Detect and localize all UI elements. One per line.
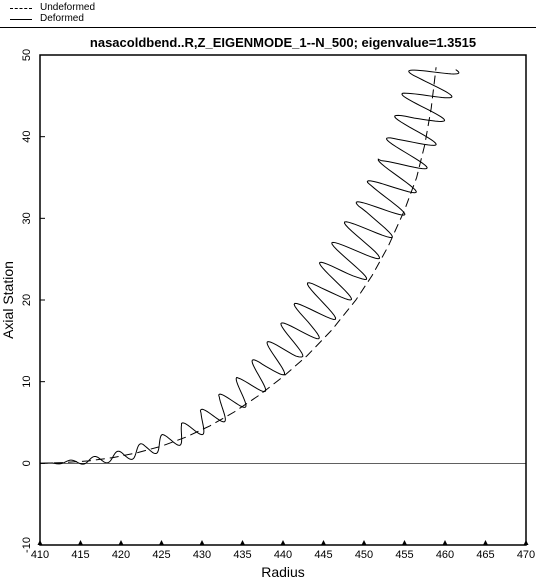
x-tick-label: 455 [395, 549, 413, 561]
x-tick-label: 460 [436, 549, 454, 561]
x-tick-mark [118, 540, 124, 545]
x-axis-ticks: 410 415 420 425 430 435 440 445 450 455 460 465 470 [31, 540, 535, 561]
legend-dashed-swatch [10, 8, 32, 9]
legend-solid-swatch [10, 19, 32, 20]
plot-frame [39, 54, 527, 546]
x-tick-mark [78, 540, 83, 545]
x-tick-mark [321, 540, 326, 545]
x-tick-mark [523, 540, 529, 545]
x-tick-label: 410 [31, 549, 49, 561]
x-tick-label: 415 [71, 549, 89, 561]
y-tick-label: 30 [21, 212, 33, 224]
x-tick-label: 435 [233, 549, 251, 561]
chart-title: nasacoldbend..R,Z_EIGENMODE_1--N_500; ei… [89, 35, 477, 50]
x-tick-mark [361, 540, 367, 545]
x-tick-mark [280, 540, 286, 545]
y-axis-label: Axial Station [0, 261, 16, 339]
x-tick-label: 450 [355, 549, 373, 561]
x-tick-label: 445 [314, 549, 332, 561]
x-axis-label: Radius [261, 564, 305, 579]
legend-label-undeformed: Undeformed [40, 2, 96, 13]
x-tick-label: 465 [476, 549, 494, 561]
x-tick-label: 440 [274, 549, 292, 561]
legend-divider [0, 27, 536, 28]
y-tick-label: 20 [21, 294, 33, 306]
legend-item-undeformed: Undeformed [10, 2, 96, 13]
x-tick-mark [483, 540, 488, 545]
x-tick-mark [37, 540, 43, 545]
x-tick-mark [402, 540, 407, 545]
x-tick-label: 425 [152, 549, 170, 561]
series-deformed-line [39, 69, 460, 465]
x-tick-label: 430 [193, 549, 211, 561]
x-tick-label: 470 [517, 549, 535, 561]
y-tick-label: 50 [21, 49, 33, 61]
legend-item-deformed: Deformed [10, 13, 84, 24]
y-axis-ticks: -10 0 10 20 30 40 50 [21, 49, 45, 553]
x-tick-mark [199, 540, 205, 545]
y-tick-label: -10 [21, 537, 33, 553]
y-tick-label: 0 [21, 460, 33, 466]
x-tick-mark [159, 540, 164, 545]
legend-bar: Undeformed Deformed [0, 0, 536, 28]
y-tick-label: 40 [21, 131, 33, 143]
x-tick-mark [442, 540, 448, 545]
x-tick-label: 420 [112, 549, 130, 561]
x-tick-mark [240, 540, 245, 545]
series-undeformed-line [39, 67, 437, 464]
y-tick-label: 10 [21, 376, 33, 388]
legend-label-deformed: Deformed [40, 13, 84, 24]
